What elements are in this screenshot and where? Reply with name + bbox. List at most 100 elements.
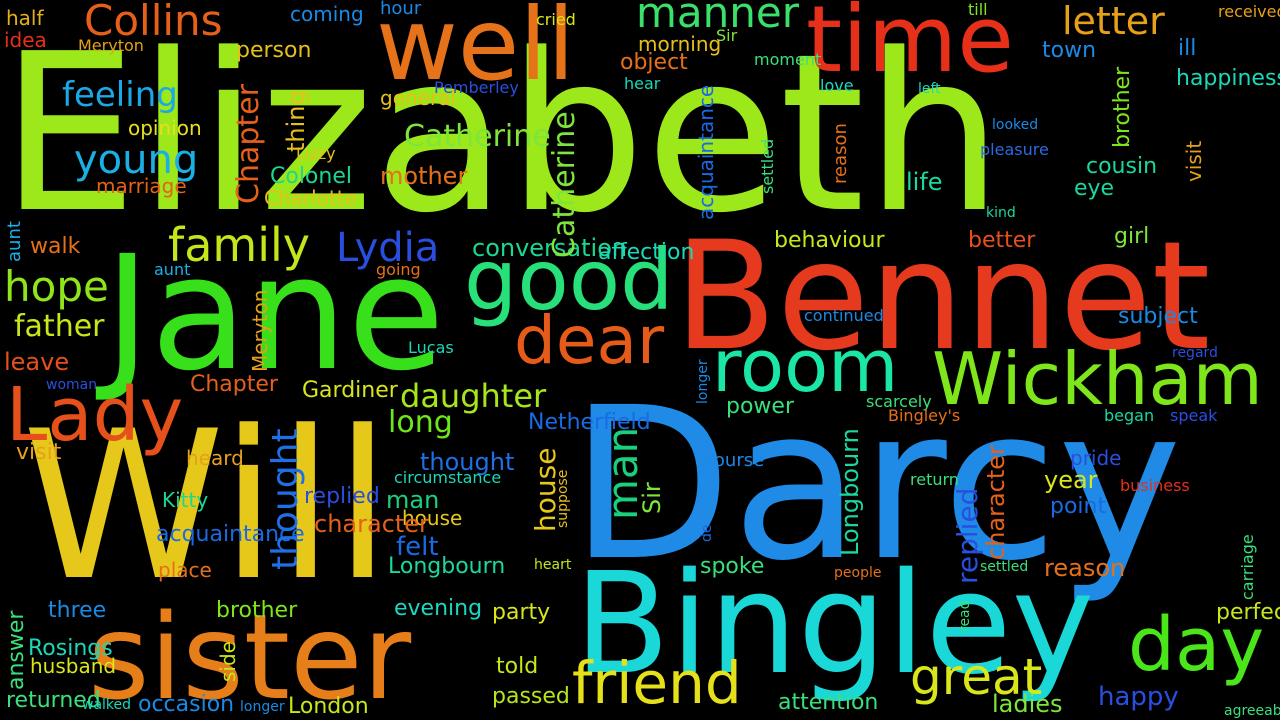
word-pride: Lizzy [296, 144, 336, 163]
word-three: town [1042, 38, 1097, 63]
word-knew: husband [30, 654, 117, 678]
word-daughter: daughter [400, 377, 547, 415]
word-manner: manner [636, 0, 799, 37]
word-sister: sister [88, 588, 412, 720]
word-bingley: Bingley [574, 543, 1095, 706]
word-returned: woman [46, 377, 98, 393]
word-brother: brother [1110, 66, 1135, 148]
word-door: agreeable [1224, 703, 1280, 719]
word-general: pride [1070, 446, 1122, 470]
word-kind: place [158, 558, 212, 582]
word-carriage: carriage [1238, 534, 1257, 600]
word-chapter: Chapter [231, 84, 266, 204]
word-family: family [168, 218, 310, 272]
word-father: father [14, 309, 105, 344]
word-occasion: Bingley's [888, 406, 961, 425]
word-woman: hour [380, 0, 422, 19]
word-person: Chapter [190, 372, 278, 397]
word-netherfield: behaviour [774, 228, 885, 253]
word-half: conversation [472, 234, 628, 262]
word-eye: Kitty [162, 488, 209, 512]
word-thought: thought [265, 428, 306, 570]
word-bingleys: till [968, 0, 988, 19]
word-passed: girl [1114, 224, 1150, 249]
word-party: eye [1074, 176, 1115, 201]
word-feeling: feeling [62, 75, 178, 115]
word-word: return [910, 470, 959, 489]
word-began: opinion [128, 116, 202, 140]
word-read: read [957, 600, 973, 632]
word-expected: speak [1170, 406, 1218, 425]
word-moment: evening [394, 596, 483, 621]
word-hear: party [492, 600, 551, 625]
word-pemberley: course [704, 450, 765, 471]
word-conversation: London [288, 694, 369, 719]
word-ill: character [314, 510, 429, 538]
word-received: Longbourn [388, 554, 506, 579]
word-happy: ill [1178, 36, 1197, 61]
word-power: cried [536, 10, 576, 29]
word-life: acquaintance [156, 522, 305, 547]
word-husband: Lucas [408, 338, 454, 357]
word-course: love [820, 76, 854, 95]
word-point: moment [754, 50, 822, 69]
word-time: time [806, 0, 1014, 93]
word-turned: began [1104, 406, 1155, 425]
word-collins: Collins [84, 0, 223, 45]
word-scarcely: Sir [716, 26, 738, 45]
word-impossible: people [834, 565, 882, 581]
word-till: felt [396, 532, 439, 562]
word-day: day [1128, 602, 1265, 688]
word-young: young [74, 137, 199, 183]
word-acquaintance: acquaintance [694, 84, 718, 220]
word-year: general [380, 86, 457, 110]
word-mind: Rosings [28, 636, 113, 661]
word-agreeable: going [376, 260, 421, 279]
word-affection: attention [778, 690, 879, 715]
word-wickham: Wickham [932, 337, 1263, 421]
word-short: regard [1172, 345, 1218, 361]
word-aunt: half [6, 6, 44, 30]
word-felt: long [388, 405, 453, 440]
word-friend: friend [572, 649, 742, 717]
word-continued: Meryton [78, 36, 144, 55]
word-side: side [216, 641, 240, 682]
word-longer: longer [695, 359, 711, 404]
word-looked: brother [216, 598, 298, 623]
word-told: cousin [1086, 154, 1158, 179]
word-charlotte: three [48, 598, 107, 623]
word-happiness: spoke [700, 554, 765, 579]
word-visit: visit [1182, 140, 1206, 182]
word-well: well [376, 0, 575, 103]
word-great: great [910, 648, 1043, 706]
word-leave: Colonel [270, 164, 352, 189]
word-de: de [699, 524, 715, 543]
word-find: perfectly [1216, 600, 1280, 625]
word-darcys: settled [980, 559, 1029, 575]
word-circumstance: left [918, 81, 941, 97]
word-left: passed [492, 684, 570, 709]
word-uncle: returned [6, 688, 101, 713]
word-lucas: coming [290, 2, 364, 26]
word-pleasure: visit [16, 440, 62, 465]
word-speak: marriage [96, 174, 187, 198]
word-cousin: heard [186, 446, 244, 470]
word-ladies: happiness [1176, 66, 1280, 91]
word-hope: hope [4, 262, 109, 311]
word-better: walk [30, 234, 81, 259]
word-sir: Sir [638, 482, 666, 514]
word-honour: walked [82, 697, 132, 713]
word-walked: scarcely [866, 392, 932, 411]
word-bennet: Bennet [674, 210, 1211, 384]
word-people: pleasure [980, 140, 1049, 159]
word-hour: Netherfield [528, 410, 651, 435]
word-elizabeth: Elizabeth [0, 8, 1004, 261]
word-character: character [982, 445, 1010, 560]
word-morning: man [386, 486, 440, 514]
word-wife: longer [240, 699, 285, 715]
word-going: idea [4, 28, 47, 52]
word-darcy: Darcy [570, 362, 1182, 607]
word-colonel: ladies [992, 690, 1063, 718]
word-heart: kind [986, 205, 1016, 221]
